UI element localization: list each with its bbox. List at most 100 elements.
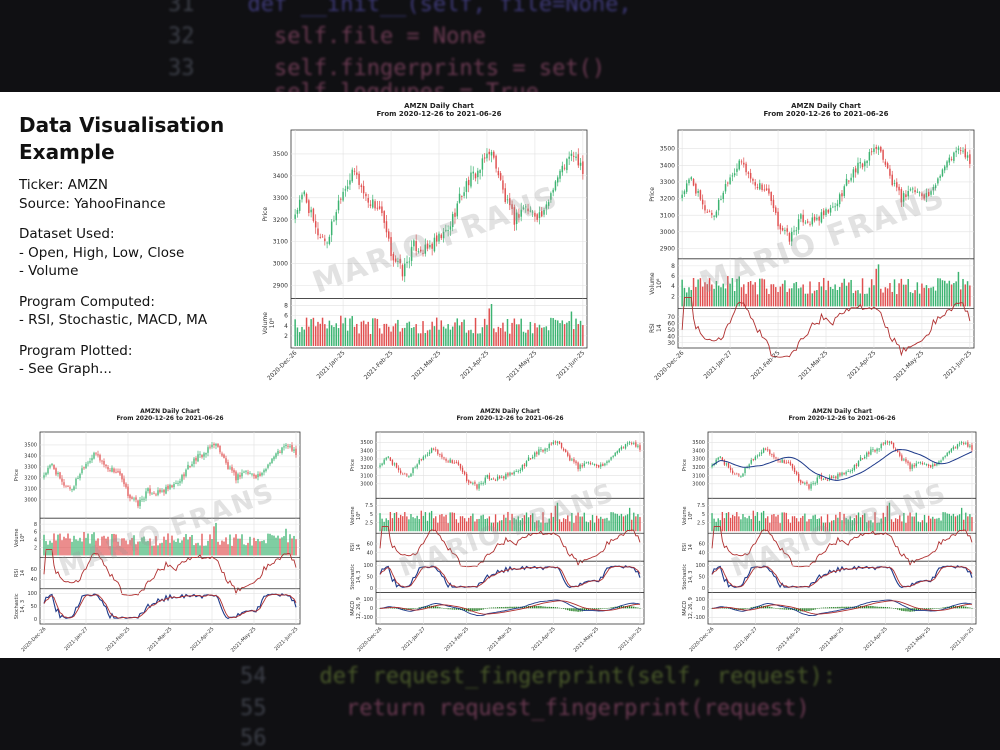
macd-histogram-bar — [466, 608, 468, 612]
x-tick-label: 2021-May-25 — [892, 349, 925, 382]
candle-body — [525, 461, 528, 466]
volume-bar — [163, 536, 165, 556]
volume-bar — [241, 534, 243, 556]
candle-body — [383, 211, 385, 223]
candle-body — [383, 459, 385, 464]
volume-bar — [738, 276, 740, 307]
macd-histogram-bar — [866, 605, 868, 609]
candle-body — [582, 161, 584, 174]
candle-body — [918, 192, 921, 194]
candle-body — [837, 474, 839, 480]
macd-histogram-bar — [513, 606, 515, 609]
volume-bar — [111, 534, 113, 556]
y-axis-label-line: Stochastic — [682, 564, 688, 590]
x-tick-label: 2021-Feb-25 — [363, 349, 395, 381]
candle-body — [225, 458, 227, 463]
volume-bar — [779, 286, 782, 307]
volume-bar — [953, 283, 955, 307]
candle-body — [406, 261, 408, 264]
candle-body — [558, 441, 561, 444]
volume-bar — [65, 538, 67, 556]
macd-histogram-bar — [934, 608, 936, 609]
macd-histogram-bar — [769, 606, 771, 609]
volume-bar — [813, 290, 816, 307]
candle-body — [683, 191, 686, 195]
volume-bar — [79, 537, 81, 556]
macd-histogram-bar — [793, 608, 796, 611]
candle-body — [185, 469, 187, 477]
volume-bar — [527, 517, 530, 532]
volume-bar — [583, 512, 585, 532]
volume-bar — [854, 290, 857, 307]
macd-histogram-bar — [917, 608, 920, 611]
volume-bar — [600, 516, 602, 532]
volume-bar — [866, 522, 868, 532]
candle-body — [618, 448, 621, 452]
volume-bar — [602, 518, 604, 532]
candle-body — [207, 447, 209, 453]
y-axis-label: Price — [262, 207, 269, 222]
candle-body — [826, 479, 829, 481]
candle-body — [905, 194, 907, 198]
candle-body — [259, 473, 261, 477]
macd-histogram-bar — [412, 608, 414, 610]
candle-body — [711, 465, 713, 467]
candle-body — [959, 150, 962, 151]
volume-bar — [720, 287, 722, 307]
volume-bar — [548, 518, 550, 532]
macd-histogram-bar — [534, 605, 536, 609]
volume-bar — [851, 520, 853, 532]
volume-bar — [157, 545, 159, 556]
volume-bar — [404, 327, 406, 346]
stochastic-k-line — [43, 593, 297, 620]
candle-body — [866, 452, 868, 457]
x-tick-label: 2021-Jun-25 — [949, 626, 975, 652]
x-tick-label: 2021-Feb-25 — [750, 349, 782, 381]
volume-bar — [699, 278, 702, 307]
candle-body — [480, 483, 482, 484]
candle-body — [529, 210, 532, 212]
volume-bar — [95, 540, 97, 556]
candle-body — [888, 441, 891, 443]
volume-bar — [706, 284, 709, 307]
candle-body — [269, 462, 271, 465]
volume-bar — [927, 515, 930, 532]
volume-bar — [719, 520, 721, 532]
volume-bar — [545, 326, 548, 346]
x-tick-label: 2021-Mar-25 — [819, 626, 846, 652]
macd-histogram-bar — [600, 608, 602, 609]
volume-bar — [541, 327, 543, 346]
candle-body — [393, 463, 396, 465]
macd-histogram-bar — [849, 606, 851, 609]
candle-body — [923, 463, 926, 465]
candle-body — [552, 442, 554, 444]
macd-histogram-bar — [864, 605, 866, 609]
volume-bar — [550, 317, 552, 346]
volume-bar — [439, 514, 441, 532]
candle-body — [519, 469, 521, 472]
y-tick-label: 3100 — [24, 487, 37, 493]
volume-bar — [969, 285, 971, 307]
candle-body — [279, 451, 281, 453]
x-tick-label: 2021-May-25 — [505, 349, 538, 382]
candle-body — [822, 479, 825, 481]
candle-body — [719, 456, 721, 458]
volume-bar — [287, 542, 289, 556]
volume-bar — [567, 515, 569, 532]
candle-body — [701, 199, 704, 205]
volume-bar — [843, 278, 846, 307]
volume-bar — [845, 285, 848, 307]
background-code-bottom: 54 def request_fingerprint(self, request… — [0, 658, 1000, 750]
x-tick-label: 2021-Jun-25 — [617, 626, 643, 652]
candle-body — [781, 459, 783, 463]
candle-body — [217, 443, 219, 447]
candle-body — [722, 192, 724, 200]
volume-bar — [822, 522, 825, 532]
candle-body — [942, 457, 944, 460]
volume-bar — [859, 293, 861, 307]
candle-body — [344, 189, 347, 191]
volume-bar — [845, 518, 847, 532]
candle-body — [442, 231, 445, 239]
volume-bar — [476, 519, 478, 532]
volume-bar — [562, 518, 565, 532]
